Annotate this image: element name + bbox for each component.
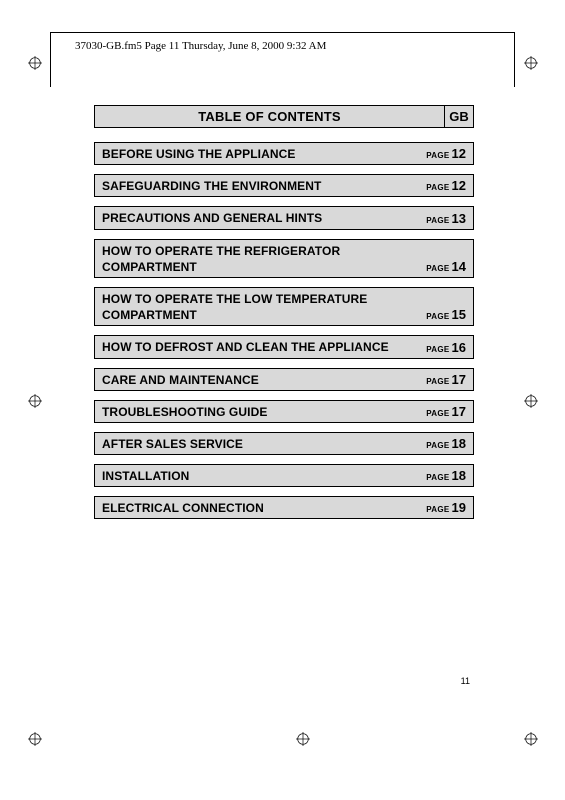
toc-page-word: PAGE bbox=[426, 409, 449, 418]
toc-row: HOW TO OPERATE THE REFRIGERATOR COMPARTM… bbox=[94, 239, 474, 278]
toc-row-page: PAGE12 bbox=[426, 146, 466, 162]
toc-row-page: PAGE18 bbox=[426, 468, 466, 484]
toc-row-page: PAGE19 bbox=[426, 500, 466, 516]
toc-row: INSTALLATION PAGE18 bbox=[94, 464, 474, 487]
toc-page-num: 13 bbox=[452, 211, 466, 226]
toc-page-word: PAGE bbox=[426, 216, 449, 225]
toc-page-word: PAGE bbox=[426, 345, 449, 354]
toc-page-num: 17 bbox=[452, 372, 466, 387]
toc-row: SAFEGUARDING THE ENVIRONMENT PAGE12 bbox=[94, 174, 474, 197]
toc-row-label: BEFORE USING THE APPLIANCE bbox=[102, 146, 296, 162]
toc-row-page: PAGE16 bbox=[426, 340, 466, 356]
registration-mark-icon bbox=[296, 732, 310, 746]
toc-title: TABLE OF CONTENTS bbox=[94, 105, 445, 128]
toc-row-page: PAGE15 bbox=[426, 307, 466, 323]
toc-row: BEFORE USING THE APPLIANCE PAGE12 bbox=[94, 142, 474, 165]
toc-page-word: PAGE bbox=[426, 183, 449, 192]
header-rule-top bbox=[50, 32, 515, 33]
registration-mark-icon bbox=[28, 732, 42, 746]
toc-page-word: PAGE bbox=[426, 264, 449, 273]
toc-row-label: HOW TO OPERATE THE REFRIGERATOR COMPARTM… bbox=[102, 243, 382, 275]
toc-row-label: HOW TO OPERATE THE LOW TEMPERATURE COMPA… bbox=[102, 291, 382, 323]
toc-row-page: PAGE12 bbox=[426, 178, 466, 194]
toc-page-num: 17 bbox=[452, 404, 466, 419]
toc-row-page: PAGE13 bbox=[426, 211, 466, 227]
toc-row-label: TROUBLESHOOTING GUIDE bbox=[102, 404, 267, 420]
toc-page-num: 14 bbox=[452, 259, 466, 274]
page-number: 11 bbox=[461, 676, 470, 686]
toc-page-num: 19 bbox=[452, 500, 466, 515]
toc-row: HOW TO OPERATE THE LOW TEMPERATURE COMPA… bbox=[94, 287, 474, 326]
toc-container: TABLE OF CONTENTS GB BEFORE USING THE AP… bbox=[94, 105, 474, 528]
toc-row-page: PAGE18 bbox=[426, 436, 466, 452]
toc-row-label: CARE AND MAINTENANCE bbox=[102, 372, 259, 388]
toc-page-word: PAGE bbox=[426, 473, 449, 482]
toc-page-num: 18 bbox=[452, 436, 466, 451]
toc-row: HOW TO DEFROST AND CLEAN THE APPLIANCE PA… bbox=[94, 335, 474, 358]
registration-mark-icon bbox=[524, 732, 538, 746]
toc-row: ELECTRICAL CONNECTION PAGE19 bbox=[94, 496, 474, 519]
toc-row-page: PAGE14 bbox=[426, 259, 466, 275]
toc-row: TROUBLESHOOTING GUIDE PAGE17 bbox=[94, 400, 474, 423]
toc-row-label: ELECTRICAL CONNECTION bbox=[102, 500, 264, 516]
toc-row-label: SAFEGUARDING THE ENVIRONMENT bbox=[102, 178, 321, 194]
toc-row-label: INSTALLATION bbox=[102, 468, 189, 484]
toc-page-word: PAGE bbox=[426, 377, 449, 386]
toc-page-num: 16 bbox=[452, 340, 466, 355]
toc-row-label: AFTER SALES SERVICE bbox=[102, 436, 243, 452]
header-rule-left bbox=[50, 32, 51, 87]
toc-row-label: HOW TO DEFROST AND CLEAN THE APPLIANCE bbox=[102, 339, 389, 355]
toc-row: AFTER SALES SERVICE PAGE18 bbox=[94, 432, 474, 455]
toc-page-num: 18 bbox=[452, 468, 466, 483]
registration-mark-icon bbox=[28, 56, 42, 70]
toc-row-page: PAGE17 bbox=[426, 372, 466, 388]
toc-page-num: 12 bbox=[452, 178, 466, 193]
toc-page-word: PAGE bbox=[426, 505, 449, 514]
toc-page-word: PAGE bbox=[426, 151, 449, 160]
toc-page-num: 15 bbox=[452, 307, 466, 322]
registration-mark-icon bbox=[524, 394, 538, 408]
toc-page-word: PAGE bbox=[426, 441, 449, 450]
registration-mark-icon bbox=[28, 394, 42, 408]
toc-row: PRECAUTIONS AND GENERAL HINTS PAGE13 bbox=[94, 206, 474, 229]
toc-page-num: 12 bbox=[452, 146, 466, 161]
toc-page-word: PAGE bbox=[426, 312, 449, 321]
registration-mark-icon bbox=[524, 56, 538, 70]
toc-header-row: TABLE OF CONTENTS GB bbox=[94, 105, 474, 128]
doc-header-info: 37030-GB.fm5 Page 11 Thursday, June 8, 2… bbox=[75, 40, 326, 52]
toc-row-label: PRECAUTIONS AND GENERAL HINTS bbox=[102, 210, 322, 226]
header-rule-right bbox=[514, 32, 515, 87]
toc-row: CARE AND MAINTENANCE PAGE17 bbox=[94, 368, 474, 391]
toc-lang-badge: GB bbox=[445, 105, 474, 128]
toc-row-page: PAGE17 bbox=[426, 404, 466, 420]
